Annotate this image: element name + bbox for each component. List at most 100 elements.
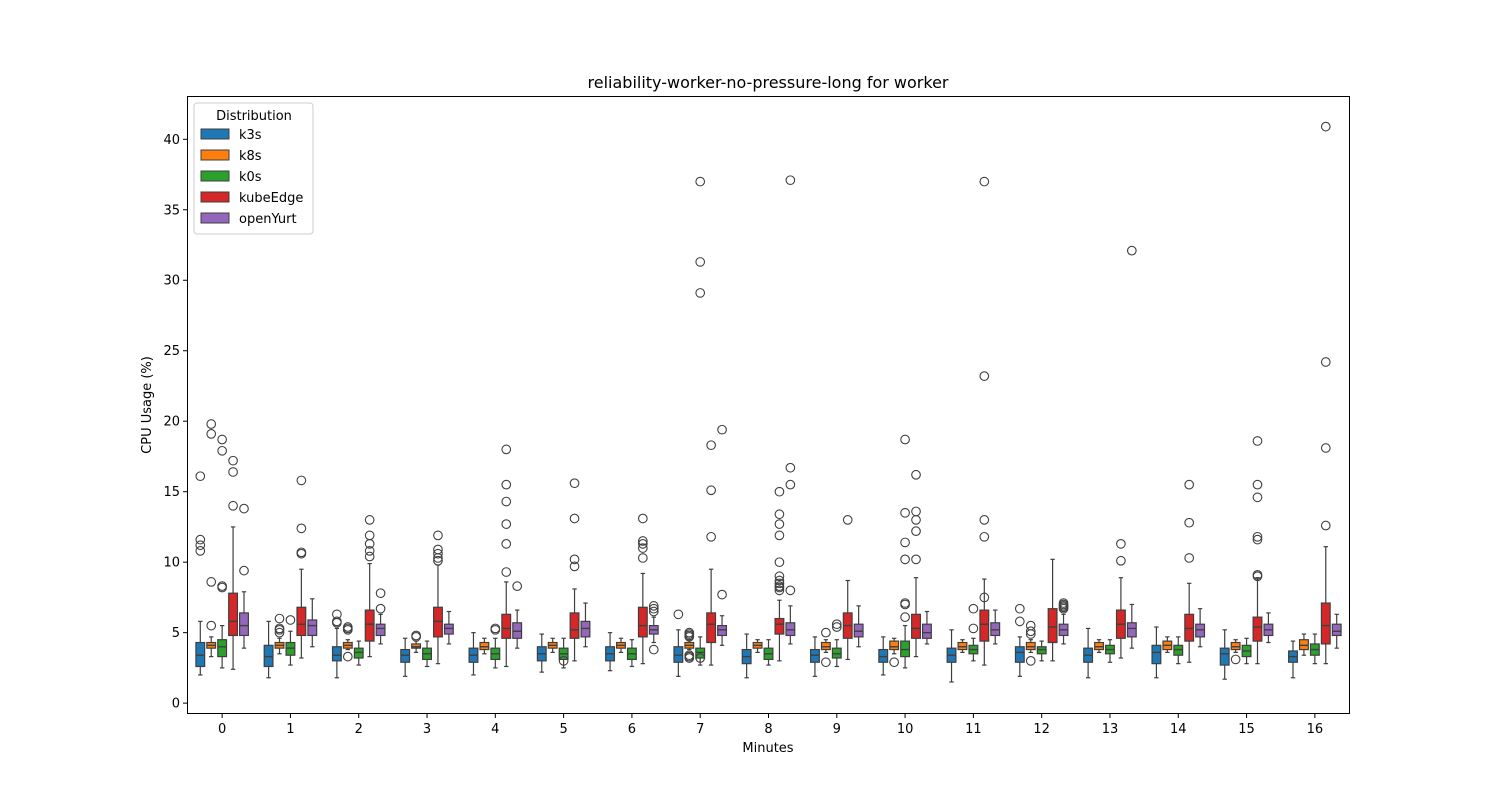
outlier-point: [364, 546, 375, 556]
outlier-point: [206, 577, 217, 587]
box: [400, 648, 411, 663]
outlier-point: [217, 445, 227, 456]
outlier-point: [1014, 616, 1025, 627]
plot-area: [195, 121, 1342, 683]
outlier-point: [911, 515, 921, 525]
outlier-point: [774, 578, 785, 589]
outlier-point: [195, 540, 206, 551]
legend-title: Distribution: [216, 109, 292, 124]
box: [411, 643, 422, 649]
outlier-point: [1252, 531, 1263, 542]
box: [809, 648, 820, 663]
outlier-point: [774, 486, 785, 497]
outlier-point: [774, 557, 785, 568]
outlier-point: [569, 478, 580, 489]
x-axis-label: Minutes: [742, 741, 793, 756]
outlier-point: [979, 515, 990, 525]
legend-swatch-k8s: [200, 149, 230, 161]
y-tick-label: 40: [163, 133, 180, 148]
outlier-point: [979, 531, 990, 542]
outlier-point: [1025, 655, 1036, 666]
outlier-point: [695, 176, 706, 187]
box: [1195, 623, 1206, 638]
outlier-point: [774, 509, 785, 520]
box: [853, 623, 864, 638]
outlier-point: [375, 603, 386, 614]
outlier-point: [684, 653, 695, 663]
box: [637, 606, 648, 638]
outlier-point: [433, 548, 443, 559]
series-k3s: [195, 471, 1298, 683]
x-tick-label: 14: [1170, 722, 1187, 737]
outlier-point: [968, 623, 979, 634]
legend: Distribution k3s k8s k0s kubeEdge openYurt: [193, 102, 314, 235]
box: [911, 613, 921, 639]
y-tick-label: 0: [172, 697, 180, 712]
legend-label-openYurt: openYurt: [239, 212, 297, 227]
outlier-point: [648, 603, 659, 614]
outlier-point: [228, 500, 238, 511]
outlier-point: [695, 288, 706, 298]
box: [1230, 641, 1241, 651]
outlier-point: [1025, 629, 1036, 639]
outlier-point: [364, 515, 375, 525]
box: [1320, 602, 1331, 645]
box: [957, 641, 968, 651]
outlier-point: [1320, 520, 1331, 531]
outlier-point: [637, 538, 648, 549]
chart-title: reliability-worker-no-pressure-long for …: [588, 73, 949, 92]
outlier-point: [706, 485, 716, 496]
box: [479, 641, 490, 651]
outlier-point: [1320, 443, 1331, 453]
y-tick-label: 35: [163, 203, 180, 218]
box: [195, 641, 206, 668]
box: [889, 640, 900, 651]
box: [432, 606, 443, 638]
outlier-point: [1025, 626, 1036, 637]
outlier-point: [512, 581, 523, 591]
outlier-point: [911, 469, 921, 480]
outlier-point: [717, 589, 727, 600]
box: [512, 622, 523, 639]
outlier-point: [785, 585, 796, 596]
outlier-point: [296, 548, 307, 559]
box: [1025, 641, 1036, 651]
box: [569, 612, 580, 639]
y-tick-label: 25: [163, 344, 180, 359]
legend-label-k0s: k0s: [239, 170, 262, 185]
x-tick-label: 12: [1033, 722, 1050, 737]
legend-swatch-k0s: [200, 170, 230, 182]
outlier-point: [569, 561, 580, 572]
outlier-point: [342, 651, 353, 662]
box: [921, 623, 932, 639]
x-tick-label: 1: [286, 722, 294, 737]
outlier-point: [239, 565, 249, 576]
box: [831, 647, 842, 659]
outlier-point: [501, 479, 512, 490]
outlier-point: [569, 554, 580, 565]
x-tick-label: 0: [218, 722, 226, 737]
outlier-point: [296, 475, 307, 486]
outlier-point: [821, 627, 831, 638]
outlier-point: [501, 444, 512, 455]
outlier-point: [501, 567, 512, 577]
outlier-point: [1320, 121, 1331, 132]
outlier-point: [968, 603, 979, 614]
outlier-point: [342, 624, 353, 635]
outlier-point: [433, 530, 443, 541]
outlier-point: [648, 601, 659, 611]
outlier-point: [900, 599, 910, 610]
x-tick-label: 7: [696, 722, 704, 737]
outlier-point: [1116, 555, 1126, 566]
x-tick-label: 11: [965, 722, 982, 737]
x-tick-label: 15: [1238, 722, 1255, 737]
y-axis-label: CPU Usage (%): [140, 356, 155, 454]
outlier-point: [569, 513, 580, 524]
outlier-point: [1184, 479, 1195, 490]
legend-swatch-k3s: [200, 128, 230, 140]
outlier-point: [706, 531, 716, 542]
box: [443, 623, 454, 635]
legend-swatch-kubeEdge: [200, 191, 230, 203]
outlier-point: [673, 609, 684, 620]
